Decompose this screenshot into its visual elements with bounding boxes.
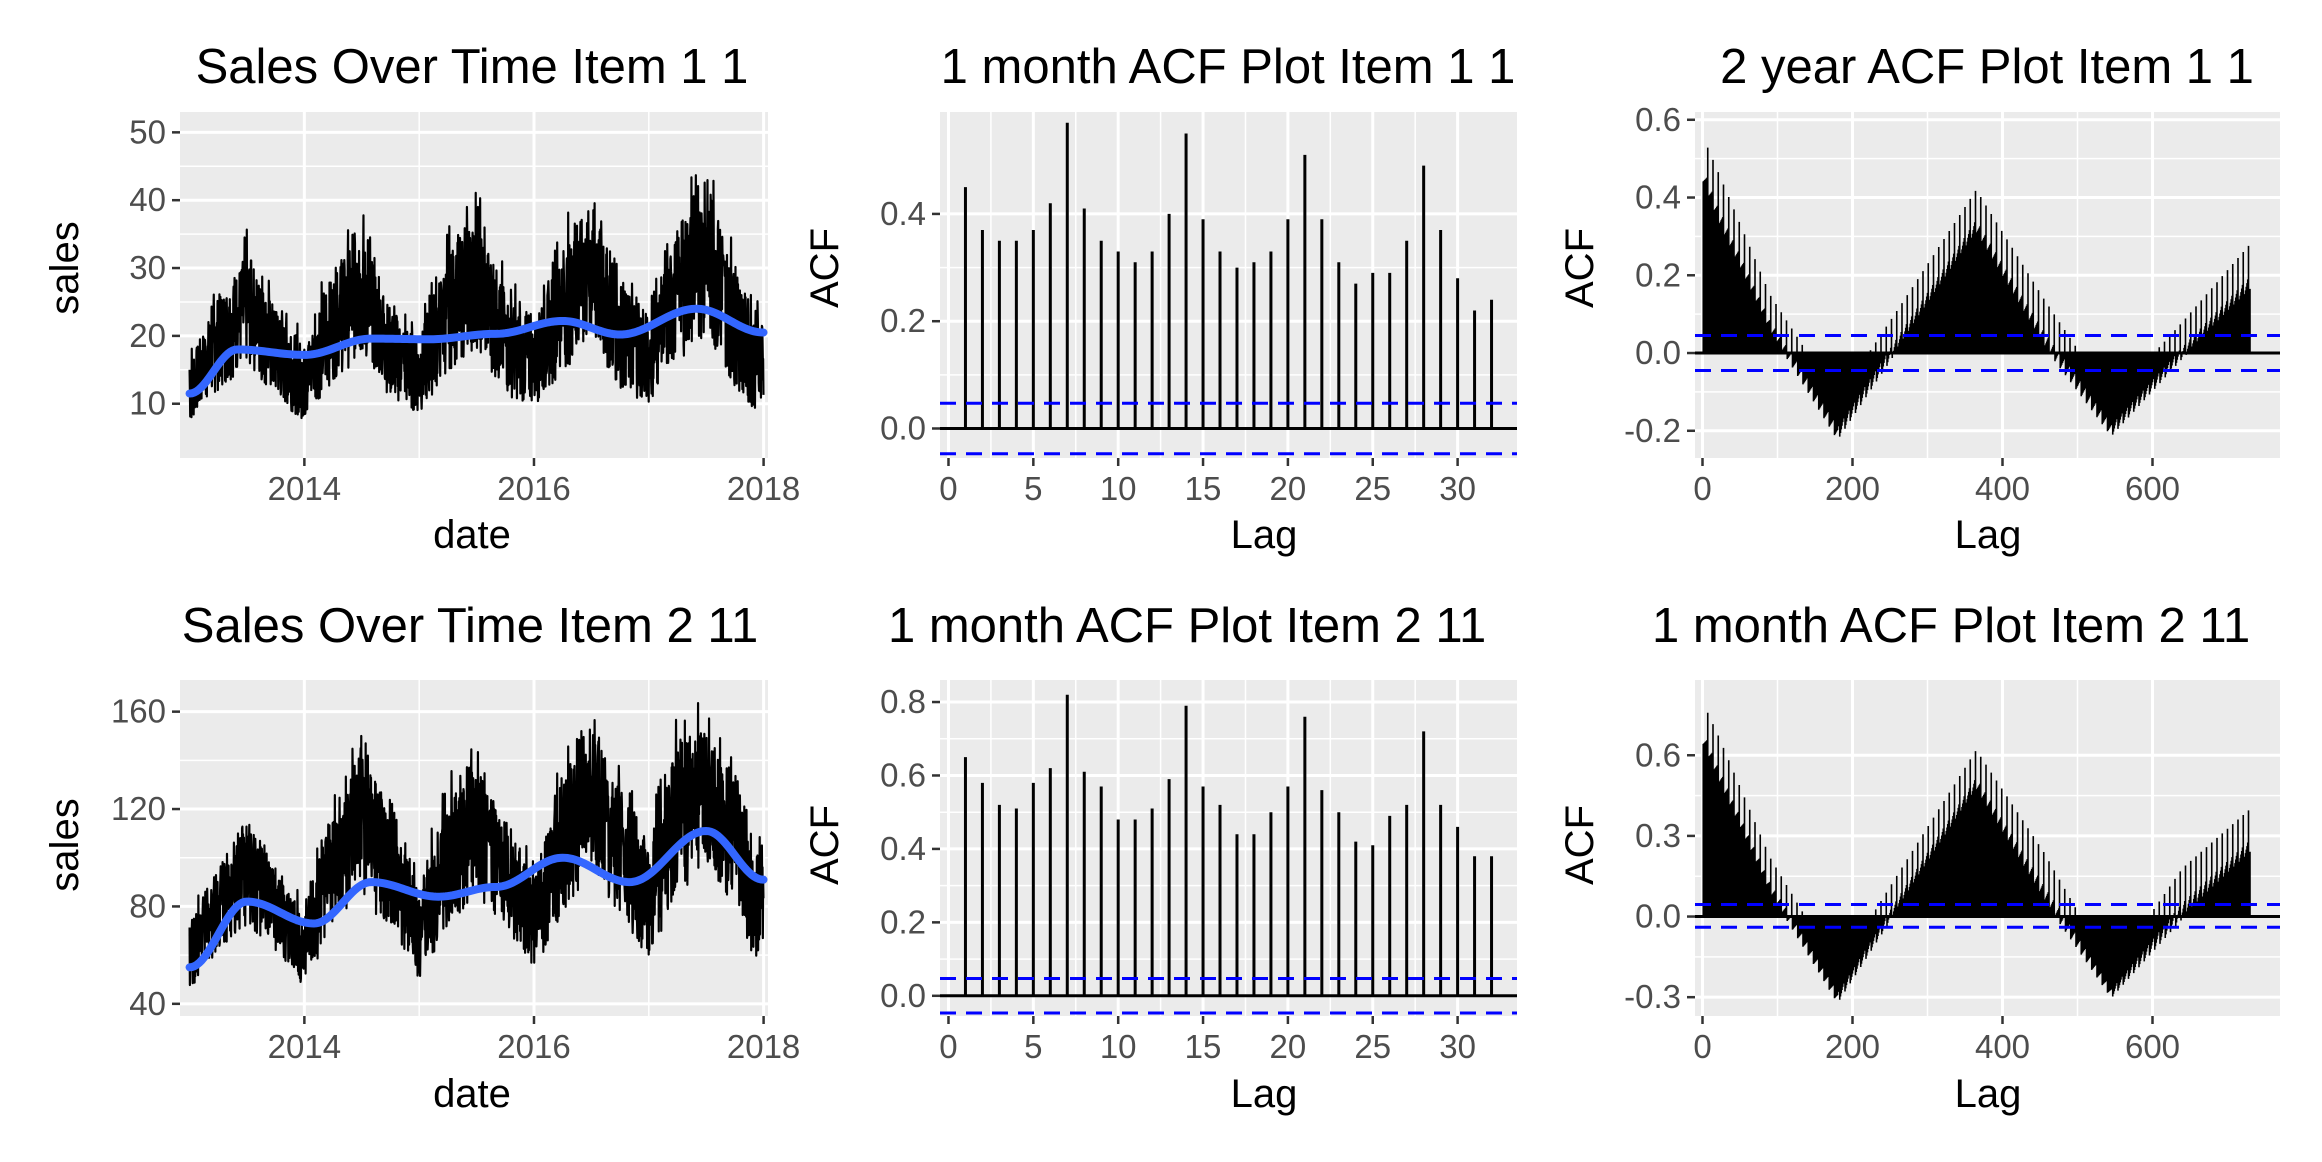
chart-title: 1 month ACF Plot Item 2 11: [1652, 599, 2250, 653]
x-tick-label: 600: [2125, 470, 2180, 507]
x-axis-title: Lag: [1955, 1072, 2022, 1116]
y-tick-label: 0.6: [880, 756, 926, 793]
chart-title: 2 year ACF Plot Item 1 1: [1720, 40, 2254, 94]
x-tick-label: 10: [1100, 1028, 1137, 1065]
x-tick-label: 10: [1100, 470, 1137, 507]
sales-line: [188, 701, 765, 987]
x-tick-label: 400: [1975, 470, 2030, 507]
panel-acf-month-item-1: 1 month ACF Plot Item 1 1 Lag ACF: [803, 40, 1515, 557]
y-axis-title: sales: [43, 798, 87, 891]
y-tick-label: 50: [129, 113, 166, 150]
x-tick-label: 2016: [497, 470, 570, 507]
chart-title: Sales Over Time Item 1 1: [196, 40, 749, 94]
panel-acf-2year-item-1: 2 year ACF Plot Item 1 1 Lag ACF: [1558, 40, 2254, 557]
y-tick-label: 80: [129, 887, 166, 924]
x-axis-title: Lag: [1231, 513, 1298, 557]
chart-plot: 40 80 120 160 2014 2016 2018: [111, 680, 800, 1065]
x-tick-label: 30: [1439, 470, 1476, 507]
y-axis-title: ACF: [803, 805, 847, 885]
x-tick-label: 2018: [727, 1028, 800, 1065]
y-tick-label: 0.0: [880, 409, 926, 446]
x-tick-label: 5: [1024, 1028, 1042, 1065]
x-tick-label: 0: [939, 470, 957, 507]
chart-plot: -0.3 0.0 0.3 0.6 0 200 400 600: [1624, 680, 2280, 1065]
x-tick-label: 2016: [497, 1028, 570, 1065]
chart-plot: -0.2 0.0 0.2 0.4 0.6 0 200 400 600: [1624, 101, 2280, 507]
y-tick-label: 0.6: [1635, 736, 1681, 773]
x-tick-label: 20: [1270, 1028, 1307, 1065]
x-tick-label: 400: [1975, 1028, 2030, 1065]
y-tick-label: 160: [111, 693, 166, 730]
y-axis-title: sales: [43, 221, 87, 314]
x-tick-label: 25: [1354, 470, 1391, 507]
y-tick-label: 40: [129, 985, 166, 1022]
y-axis-title: ACF: [1558, 228, 1602, 308]
x-tick-label: 0: [1693, 1028, 1711, 1065]
y-tick-label: 0.6: [1635, 101, 1681, 138]
y-tick-label: 0.2: [1635, 256, 1681, 293]
x-tick-label: 2018: [727, 470, 800, 507]
y-tick-label: 0.4: [1635, 179, 1681, 216]
x-tick-label: 15: [1185, 470, 1222, 507]
x-tick-label: 30: [1439, 1028, 1476, 1065]
y-tick-label: 0.0: [880, 977, 926, 1014]
x-tick-label: 2014: [268, 1028, 341, 1065]
y-tick-label: 0.4: [880, 195, 926, 232]
x-tick-label: 0: [939, 1028, 957, 1065]
chart-title: 1 month ACF Plot Item 2 11: [888, 599, 1486, 653]
y-tick-label: 120: [111, 790, 166, 827]
y-axis-title: ACF: [1558, 805, 1602, 885]
x-tick-label: 200: [1825, 470, 1880, 507]
y-tick-label: 30: [129, 249, 166, 286]
x-tick-label: 0: [1693, 470, 1711, 507]
y-tick-label: 0.2: [880, 903, 926, 940]
chart-plot: 10 20 30 40 50 2014 2016 2018: [129, 112, 800, 507]
x-axis-title: Lag: [1955, 513, 2022, 557]
y-tick-label: 0.4: [880, 830, 926, 867]
panel-acf-item-2-long: 1 month ACF Plot Item 2 11 Lag ACF: [1558, 599, 2250, 1116]
trend-line: [185, 304, 768, 398]
y-tick-label: 10: [129, 385, 166, 422]
chart-title: 1 month ACF Plot Item 1 1: [941, 40, 1516, 94]
x-tick-label: 600: [2125, 1028, 2180, 1065]
y-tick-label: 0.0: [1635, 334, 1681, 371]
panel-sales-item-1: Sales Over Time Item 1 1 date sales: [43, 40, 748, 557]
panel-sales-item-2: Sales Over Time Item 2 11 date sales: [43, 599, 758, 1116]
y-tick-label: 0.3: [1635, 817, 1681, 854]
x-tick-label: 15: [1185, 1028, 1222, 1065]
x-tick-label: 5: [1024, 470, 1042, 507]
y-tick-label: 0.0: [1635, 898, 1681, 935]
x-tick-label: 2014: [268, 470, 341, 507]
sales-line: [188, 174, 765, 420]
y-tick-label: 0.2: [880, 302, 926, 339]
x-axis-title: Lag: [1231, 1072, 1298, 1116]
x-tick-label: 200: [1825, 1028, 1880, 1065]
plot-background: [940, 112, 1517, 458]
trend-line: [185, 826, 768, 972]
x-tick-label: 20: [1270, 470, 1307, 507]
chart-title: Sales Over Time Item 2 11: [182, 599, 758, 653]
y-axis-title: ACF: [803, 228, 847, 308]
chart-plot: 0.0 0.2 0.4 0 5 10 15 20 25 30: [880, 112, 1517, 507]
y-tick-label: -0.2: [1624, 412, 1681, 449]
x-axis-title: date: [433, 513, 511, 557]
y-tick-label: 20: [129, 317, 166, 354]
y-tick-label: -0.3: [1624, 978, 1681, 1015]
y-tick-label: 0.8: [880, 683, 926, 720]
x-axis-title: date: [433, 1072, 511, 1116]
y-tick-label: 40: [129, 181, 166, 218]
x-tick-label: 25: [1354, 1028, 1391, 1065]
chart-plot: 0.0 0.2 0.4 0.6 0.8 0 5 10 15 20 25 30: [880, 680, 1517, 1065]
panel-acf-month-item-2: 1 month ACF Plot Item 2 11 Lag ACF: [803, 599, 1486, 1116]
